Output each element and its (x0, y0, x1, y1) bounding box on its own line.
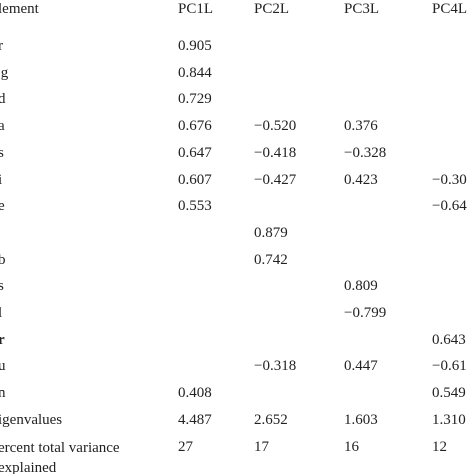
cell: 27 (178, 438, 193, 455)
row-label: r (0, 331, 5, 348)
cell: −0.30 (432, 171, 467, 188)
row-label: s (0, 278, 4, 295)
column-header: PC3L (344, 1, 380, 17)
cell: −0.427 (254, 171, 297, 188)
row-label: d (0, 91, 6, 108)
column-header: PC2L (254, 1, 290, 17)
row-label: r (0, 38, 3, 54)
row-label: 'g (0, 64, 9, 81)
column-header: lement (0, 1, 39, 17)
cell: 0.643 (432, 331, 466, 348)
row-label: u (0, 358, 6, 375)
cell: 0.905 (178, 38, 212, 54)
cell: 0.676 (178, 118, 212, 135)
cell: 0.423 (344, 171, 378, 188)
row-label: n (0, 385, 6, 402)
cell: 0.879 (254, 224, 288, 241)
cell: −0.520 (254, 118, 297, 135)
row-label: igenvalues (0, 411, 63, 428)
cell: 0.607 (178, 171, 212, 188)
cell: 12 (432, 438, 447, 455)
cell: −0.318 (254, 358, 297, 375)
column-header: PC4L (432, 1, 468, 17)
column-header: PC1L (178, 1, 214, 17)
cell: 0.647 (178, 144, 212, 161)
cell: 0.376 (344, 118, 378, 135)
cell: −0.328 (344, 144, 387, 161)
cell: 1.310 (432, 411, 466, 428)
row-label: l (0, 305, 3, 321)
cell: −0.61 (432, 358, 467, 375)
cell: 0.447 (344, 358, 378, 375)
cell: 0.408 (178, 385, 212, 402)
cell: 17 (254, 438, 269, 455)
cell: −0.64 (432, 198, 467, 215)
row-label: ercent total variance explained (0, 439, 120, 474)
cell: −0.799 (344, 305, 387, 321)
row-label: e (0, 198, 5, 215)
row-label: b (0, 251, 6, 268)
cell: 16 (344, 438, 359, 455)
cell: 0.844 (178, 64, 212, 81)
cell: 4.487 (178, 411, 212, 428)
cell: 0.742 (254, 251, 288, 268)
row-label: s (0, 144, 4, 161)
cell: 0.553 (178, 198, 212, 215)
cell: 0.729 (178, 91, 212, 108)
cell: 0.809 (344, 278, 378, 295)
row-label: a (0, 118, 5, 135)
cell: −0.418 (254, 144, 297, 161)
row-label: i (0, 171, 3, 188)
cell: 0.549 (432, 385, 466, 402)
cell: 2.652 (254, 411, 288, 428)
cell: 1.603 (344, 411, 378, 428)
